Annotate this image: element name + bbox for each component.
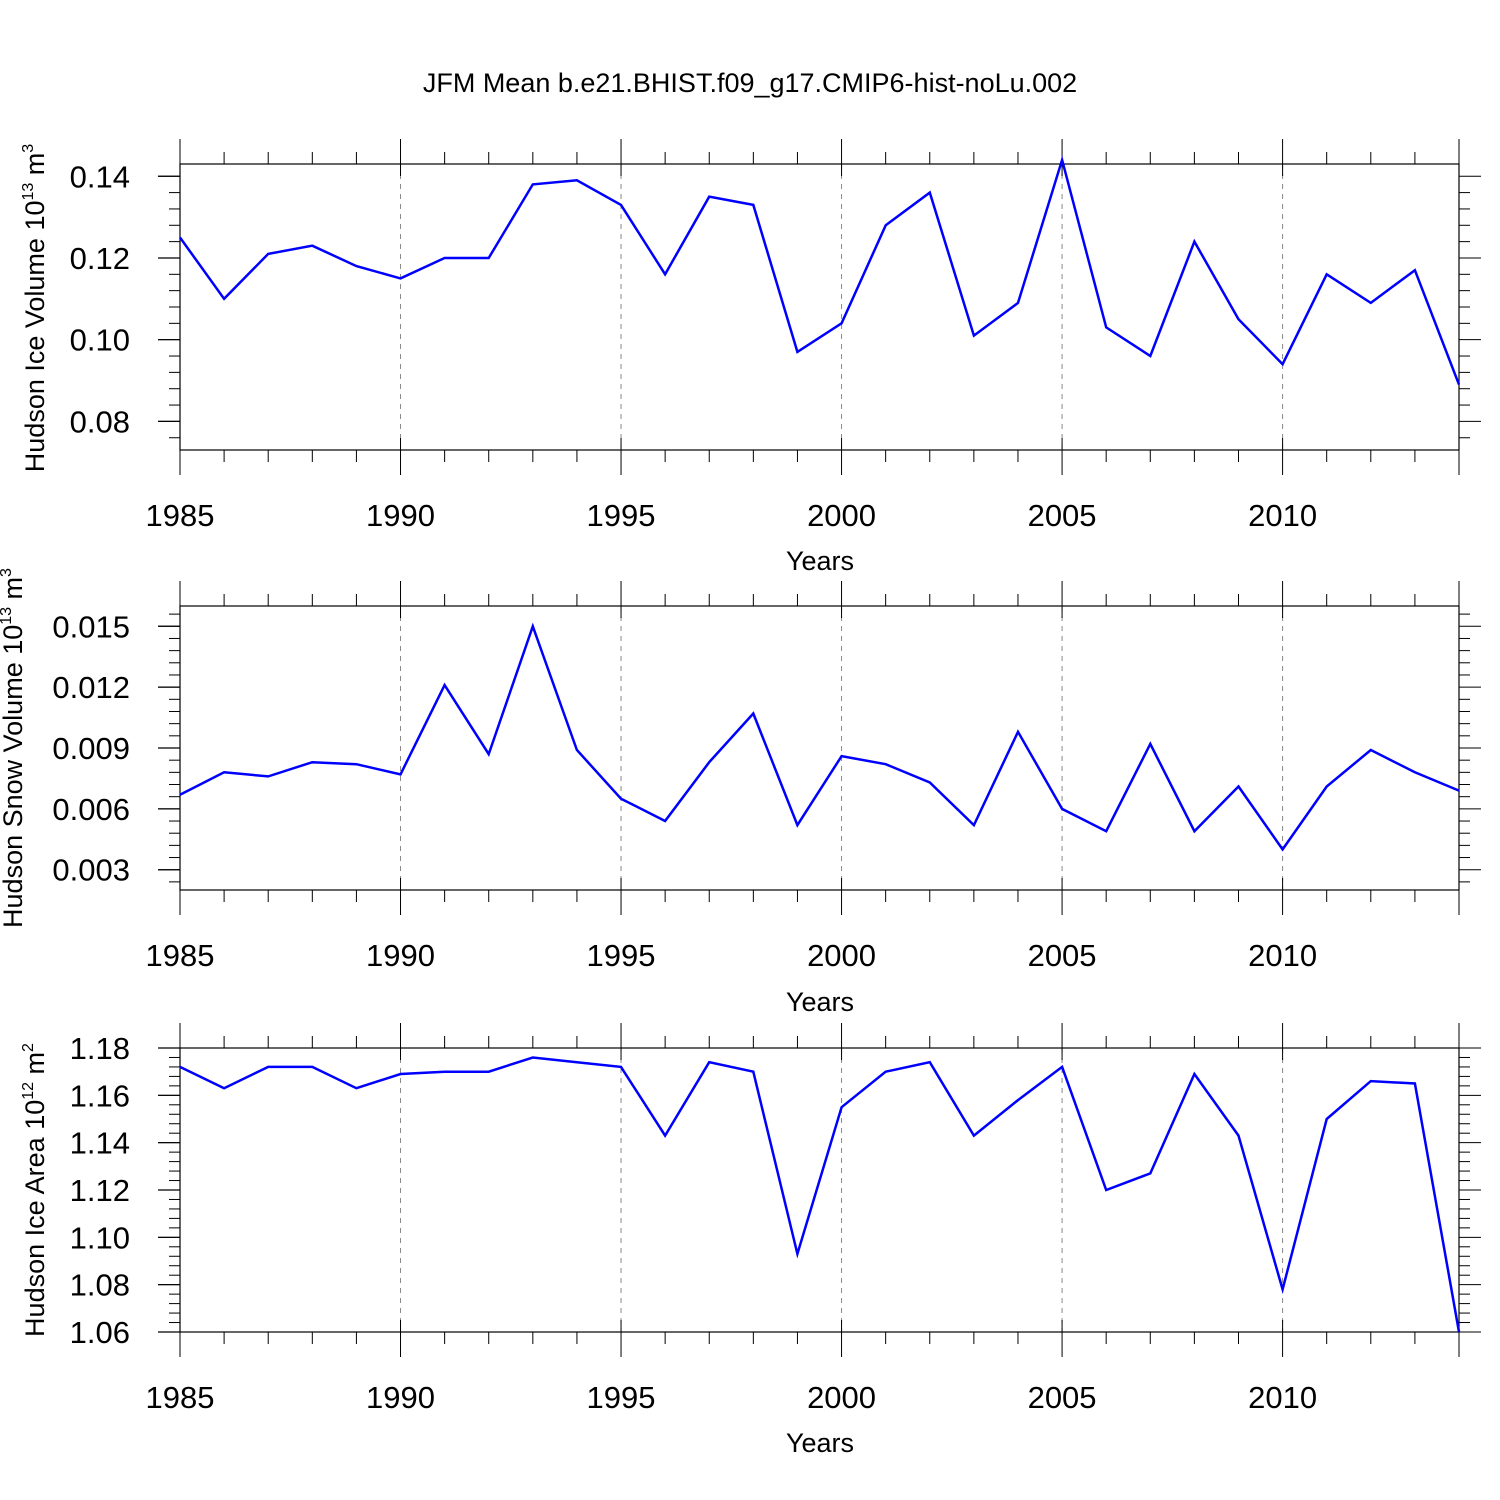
y-tick-label: 1.14 xyxy=(70,1126,130,1161)
x-tick-label: 1990 xyxy=(366,498,435,533)
y-tick-label: 0.009 xyxy=(52,731,130,766)
figure-title: JFM Mean b.e21.BHIST.f09_g17.CMIP6-hist-… xyxy=(423,68,1077,98)
x-tick-label: 1990 xyxy=(366,938,435,973)
y-tick-label: 1.18 xyxy=(70,1031,130,1066)
y-tick-label: 0.12 xyxy=(70,241,130,276)
x-tick-label: 2010 xyxy=(1248,938,1317,973)
panel-ice-area: Hudson Ice Area 1012 m2 Years 1985 1990 19… xyxy=(20,1023,1481,1458)
x-tick-label: 2000 xyxy=(807,1380,876,1415)
x-tick-label: 2005 xyxy=(1028,938,1097,973)
series-line xyxy=(179,622,1460,852)
y-axis-label: Hudson Snow Volume 1013 m3 xyxy=(0,568,28,928)
y-tick-label: 1.12 xyxy=(70,1173,130,1208)
x-tick-label: 1995 xyxy=(587,498,656,533)
y-tick-label: 0.003 xyxy=(52,853,130,888)
y-tick-label: 0.14 xyxy=(70,159,130,194)
y-tick-label: 1.16 xyxy=(70,1078,130,1113)
y-axis-label: Hudson Ice Volume 1013 m3 xyxy=(20,144,50,473)
x-tick-label: 1995 xyxy=(587,1380,656,1415)
x-tick-label: 1990 xyxy=(366,1380,435,1415)
y-tick-label: 0.015 xyxy=(52,609,130,644)
x-tick-label: 2000 xyxy=(807,938,876,973)
series-line xyxy=(178,155,1461,386)
panel-ice-volume: Hudson Ice Volume 1013 m3 Years 1985 1990… xyxy=(20,139,1481,576)
y-tick-label: 0.012 xyxy=(52,670,130,705)
x-tick-label: 2005 xyxy=(1028,498,1097,533)
x-tick-label: 1985 xyxy=(146,1380,215,1415)
x-tick-label: 1995 xyxy=(587,938,656,973)
x-tick-label: 1985 xyxy=(146,938,215,973)
y-tick-label: 0.08 xyxy=(70,404,130,439)
y-tick-label: 1.10 xyxy=(70,1220,130,1255)
plot-frame xyxy=(179,163,1460,451)
x-tick-label: 1985 xyxy=(146,498,215,533)
x-axis-label: Years xyxy=(786,1428,854,1458)
plot-frame xyxy=(179,1047,1460,1333)
plot-frame xyxy=(179,605,1460,891)
x-tick-label: 2010 xyxy=(1248,498,1317,533)
series-line xyxy=(179,1056,1461,1333)
x-tick-label: 2000 xyxy=(807,498,876,533)
x-tick-label: 2010 xyxy=(1248,1380,1317,1415)
y-tick-label: 0.10 xyxy=(70,323,130,358)
y-tick-label: 1.08 xyxy=(70,1268,130,1303)
y-tick-label: 1.06 xyxy=(70,1315,130,1350)
y-tick-label: 0.006 xyxy=(52,792,130,827)
panel-snow-volume: Hudson Snow Volume 1013 m3 Years 1985 199… xyxy=(0,568,1481,1017)
y-axis-label: Hudson Ice Area 1012 m2 xyxy=(20,1043,50,1337)
x-tick-label: 2005 xyxy=(1028,1380,1097,1415)
x-axis-label: Years xyxy=(786,987,854,1017)
x-axis-label: Years xyxy=(786,546,854,576)
